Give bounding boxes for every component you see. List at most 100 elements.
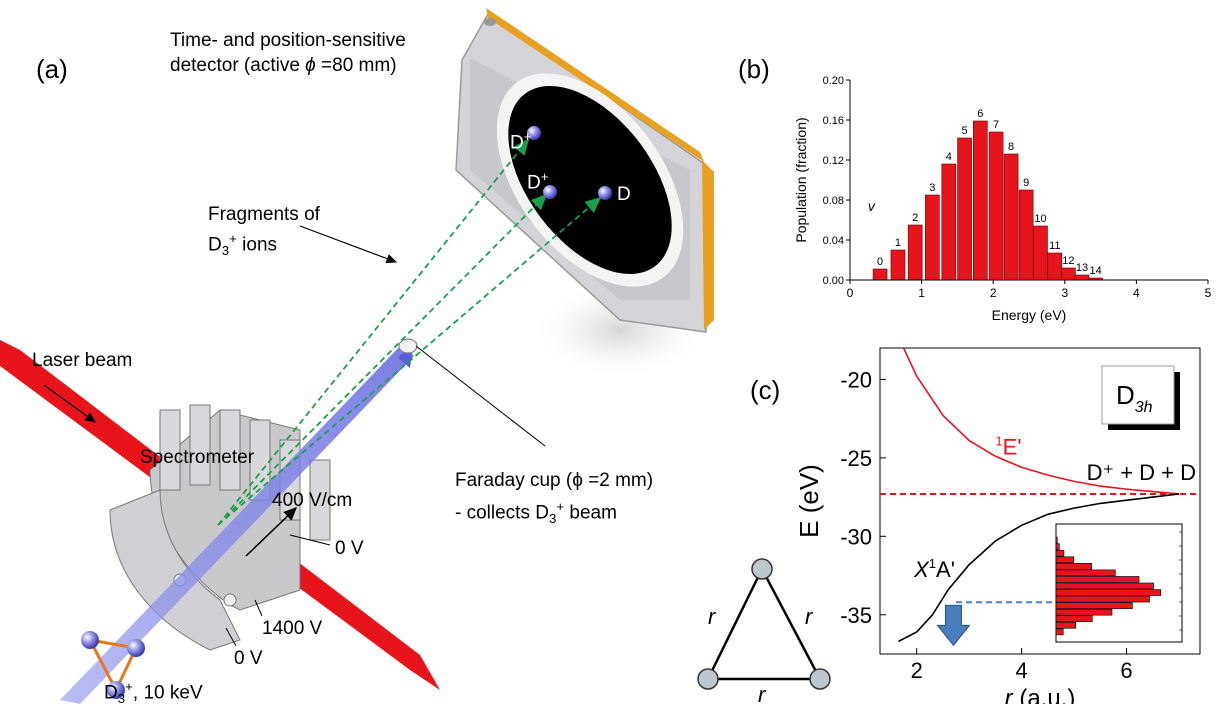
- y-tick-label--25: -25: [840, 446, 872, 471]
- v-annotation: v: [868, 198, 876, 214]
- inset-bar-12: [1055, 549, 1065, 557]
- inset-bar-1: [1055, 622, 1077, 629]
- x-tick-label-6: 6: [1120, 658, 1132, 683]
- fragment-d: [598, 186, 612, 200]
- triangle-geometry: [697, 558, 831, 690]
- inset-bar-3: [1055, 608, 1113, 616]
- triangle-side-right: r: [805, 604, 813, 629]
- inset-bar-9: [1055, 569, 1116, 577]
- v0-bottom-pointer: [225, 627, 237, 647]
- plot-frame: [879, 347, 1201, 655]
- bar-label-13: 13: [1076, 262, 1088, 274]
- y-tick-label-0.16: 0.16: [823, 115, 844, 127]
- x-tick-label-2: 2: [911, 658, 923, 683]
- x-tick-label-4: 4: [1016, 658, 1028, 683]
- spectrometer: [109, 404, 331, 651]
- fragment-dplus-2: [543, 185, 557, 199]
- y-tick-label-0.04: 0.04: [823, 235, 844, 247]
- inset-bar-0: [1055, 628, 1064, 636]
- laser-pointer: [43, 384, 96, 423]
- state-lower-label: X1A': [913, 556, 955, 582]
- v1400-pointer: [254, 599, 263, 617]
- bar-6: [973, 120, 988, 281]
- symmetry-label: D3h: [1116, 380, 1153, 416]
- inset-bar-4: [1055, 602, 1133, 609]
- voltage-0v-bottom: 0 V: [234, 648, 263, 669]
- bar-label-6: 6: [977, 108, 983, 120]
- fragments-label-line1: Fragments of: [208, 204, 320, 225]
- bar-5: [957, 137, 972, 281]
- x-tick-label-1: 1: [918, 286, 925, 300]
- y-tick-label-0.12: 0.12: [823, 155, 844, 167]
- bar-label-3: 3: [929, 182, 935, 194]
- bar-label-7: 7: [993, 119, 999, 131]
- triangle-side-left: r: [708, 604, 716, 629]
- bar-label-1: 1: [895, 237, 901, 249]
- x-tick-label-5: 5: [1205, 286, 1212, 300]
- x-axis-title: Energy (eV): [992, 307, 1067, 323]
- potential-curve-chart: -20 -25 -30 -35 2 4 6 r (a.u.) E (eV) D3h 1E' X1A' D…: [794, 347, 1201, 704]
- bar-1: [890, 249, 906, 281]
- detector-title-line1: Time- and position-sensitive: [170, 30, 406, 51]
- symmetry-box: [1101, 365, 1175, 425]
- spectrometer-label: Spectrometer: [140, 447, 255, 468]
- bar-13: [1074, 274, 1090, 281]
- y-axis-title: E (eV): [794, 464, 824, 538]
- inset-bar-10: [1055, 563, 1092, 570]
- x-tick-label-4: 4: [1133, 286, 1140, 300]
- panel-a-label: (a): [36, 54, 68, 84]
- bar-7: [988, 131, 1004, 281]
- bar-12: [1061, 267, 1076, 281]
- bar-9: [1018, 189, 1034, 281]
- bar-4: [941, 163, 957, 281]
- detector: [455, 8, 714, 333]
- faraday-label-line1: Faraday cup (ϕ =2 mm): [455, 470, 654, 491]
- laser-beam-label: Laser beam: [32, 350, 133, 371]
- setup-diagram: [0, 8, 714, 704]
- bar-0: [872, 268, 888, 281]
- y-tick-label-0.08: 0.08: [823, 195, 844, 207]
- detector-title-line2: detector (active ϕ =80 mm): [170, 55, 397, 76]
- field-label: 400 V/cm: [272, 490, 353, 511]
- inset-bar-5: [1055, 595, 1150, 603]
- bar-label-10: 10: [1034, 213, 1046, 225]
- faraday-pointer: [415, 345, 546, 447]
- y-tick-label--35: -35: [840, 603, 872, 628]
- inset-bar-14: [1055, 536, 1058, 544]
- excitation-arrow: [936, 604, 971, 647]
- fragment-dplus-2-label: D+: [527, 169, 549, 194]
- detector-active-area: [508, 86, 672, 274]
- panel-b-label: (b): [738, 54, 770, 84]
- curve-1: [898, 493, 1180, 643]
- bar-label-12: 12: [1062, 255, 1074, 267]
- inset-bar-8: [1055, 576, 1140, 583]
- fragments-pointer: [299, 225, 398, 264]
- fragment-d-label: D: [617, 184, 631, 205]
- x-axis-title: r (a.u.): [1005, 685, 1076, 704]
- bar-label-5: 5: [961, 125, 967, 137]
- asymptote-label: D⁺ + D + D: [1087, 460, 1196, 485]
- fragment-dplus-1-label: D+: [510, 129, 532, 154]
- ion-beam-label: D3+, 10 keV: [104, 679, 203, 707]
- inset-bar-6: [1055, 589, 1162, 596]
- v0-right-pointer: [289, 534, 331, 546]
- bar-2: [907, 224, 923, 281]
- fragments-label-line2: D3+ ions: [208, 231, 278, 259]
- x-tick-label-3: 3: [1061, 286, 1068, 300]
- inset-bar-2: [1055, 615, 1093, 623]
- field-arrow: [245, 506, 298, 557]
- inset-bar-11: [1055, 556, 1075, 564]
- triangle-side-bottom: r: [758, 682, 766, 707]
- inset-bar-13: [1055, 543, 1060, 550]
- d3plus-molecule: [81, 631, 145, 699]
- inset-bar-7: [1055, 582, 1154, 590]
- panel-c-label: (c): [750, 375, 781, 405]
- bar-label-2: 2: [912, 212, 918, 224]
- curve-0: [902, 348, 1180, 495]
- bar-label-4: 4: [946, 151, 952, 163]
- bar-11: [1047, 252, 1063, 281]
- state-upper-label: 1E': [995, 434, 1021, 460]
- voltage-0v-right: 0 V: [335, 538, 364, 559]
- bar-label-11: 11: [1049, 240, 1060, 252]
